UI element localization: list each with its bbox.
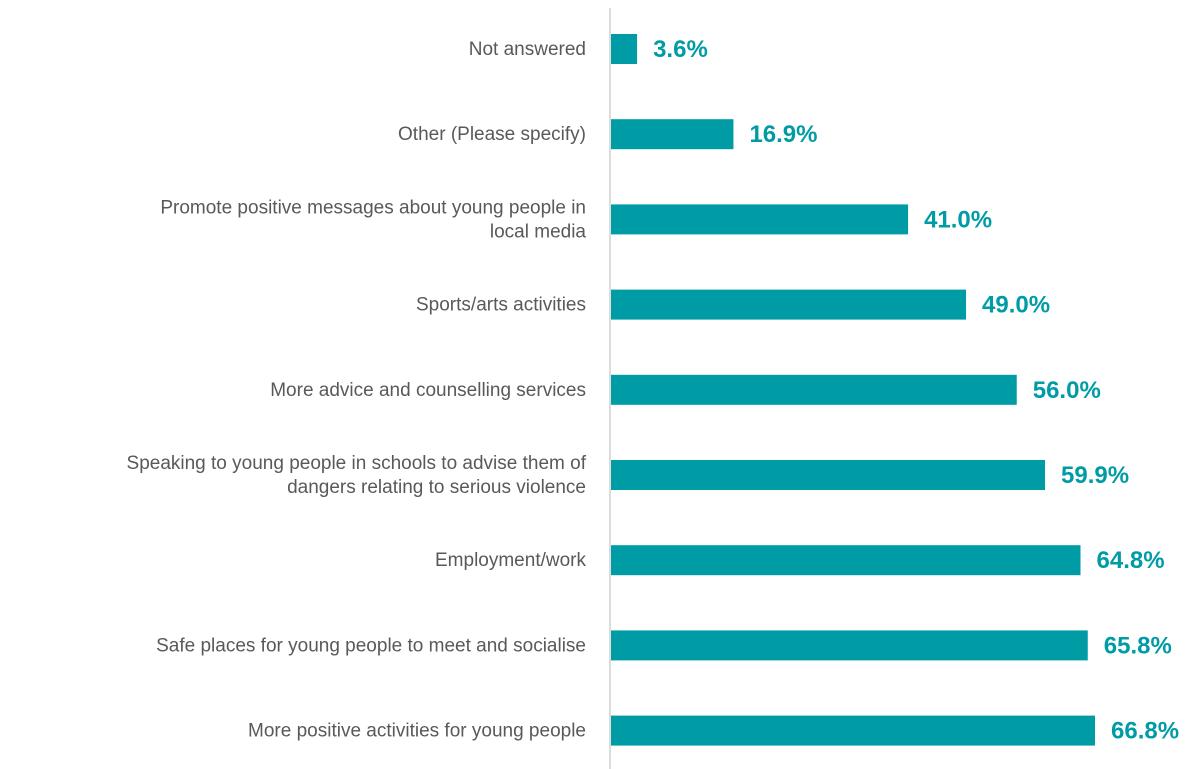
category-label-line: Other (Please specify) [398, 124, 586, 145]
data-label: 65.8% [1104, 632, 1172, 659]
category-label: Sports/arts activities [416, 295, 586, 316]
bar [611, 460, 1046, 490]
bar [611, 34, 638, 64]
category-label: More positive activities for young peopl… [248, 721, 586, 742]
data-label: 59.9% [1061, 462, 1129, 489]
data-label: 16.9% [749, 121, 817, 148]
data-label: 56.0% [1033, 377, 1101, 404]
category-label-line: Safe places for young people to meet and… [156, 635, 586, 656]
data-label: 66.8% [1111, 718, 1179, 745]
category-label-line: More advice and counselling services [270, 380, 586, 401]
category-label: Speaking to young people in schools to a… [127, 453, 587, 498]
bar [611, 715, 1095, 746]
data-label: 49.0% [982, 292, 1050, 319]
category-label: Safe places for young people to meet and… [156, 635, 586, 656]
data-label: 64.8% [1097, 547, 1165, 574]
category-label-line: Employment/work [435, 550, 586, 571]
category-label-line: dangers relating to serious violence [287, 477, 586, 498]
category-label: Employment/work [435, 550, 586, 571]
bar [611, 204, 909, 235]
bars-group [611, 34, 1095, 746]
value-labels-group: 3.6% 16.9% 41.0% 49.0% 56.0% 59.9% 64.8% 65.8% 6… [653, 36, 1179, 745]
data-label: 41.0% [924, 206, 992, 233]
category-label-line: Promote positive messages about young pe… [160, 197, 586, 218]
bar [611, 289, 967, 320]
category-label-line: Not answered [469, 39, 586, 60]
category-label-line: Speaking to young people in schools to a… [127, 453, 587, 474]
category-label-line: More positive activities for young peopl… [248, 721, 586, 742]
bar [611, 630, 1088, 661]
category-label: Not answered [469, 39, 586, 60]
bar [611, 374, 1017, 405]
category-labels-group: Not answered Other (Please specify) Promot… [127, 39, 587, 742]
category-label-line: Sports/arts activities [416, 295, 586, 316]
bar [611, 119, 734, 150]
category-label-line: local media [490, 221, 587, 242]
data-label: 3.6% [653, 36, 708, 63]
category-label: Promote positive messages about young pe… [160, 197, 586, 242]
category-label: Other (Please specify) [398, 124, 586, 145]
category-label: More advice and counselling services [270, 380, 586, 401]
bar [611, 545, 1081, 576]
